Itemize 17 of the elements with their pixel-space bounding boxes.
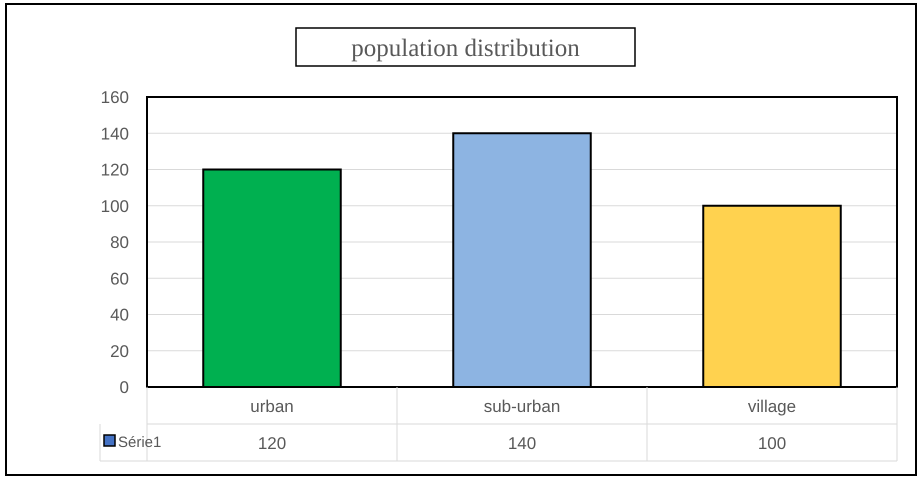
y-tick-label: 100 (100, 196, 129, 216)
y-tick-label: 60 (110, 269, 129, 288)
y-tick-label: 140 (100, 124, 129, 144)
data-label: 100 (758, 434, 786, 453)
data-label: 120 (258, 434, 286, 453)
x-tick-label: village (748, 397, 796, 416)
y-tick-label: 80 (110, 233, 129, 252)
data-label: 140 (508, 434, 536, 453)
text: Série1 (118, 434, 162, 451)
y-tick-label: 0 (120, 378, 129, 397)
y-tick-label: 160 (100, 88, 129, 107)
x-tick-label: urban (250, 397, 294, 416)
x-tick-label: sub-urban (484, 397, 560, 416)
y-tick-label: 120 (100, 160, 129, 180)
y-tick-label: 40 (110, 306, 129, 324)
chart-title: population distribution (351, 35, 580, 62)
y-tick-label: 20 (110, 342, 129, 361)
